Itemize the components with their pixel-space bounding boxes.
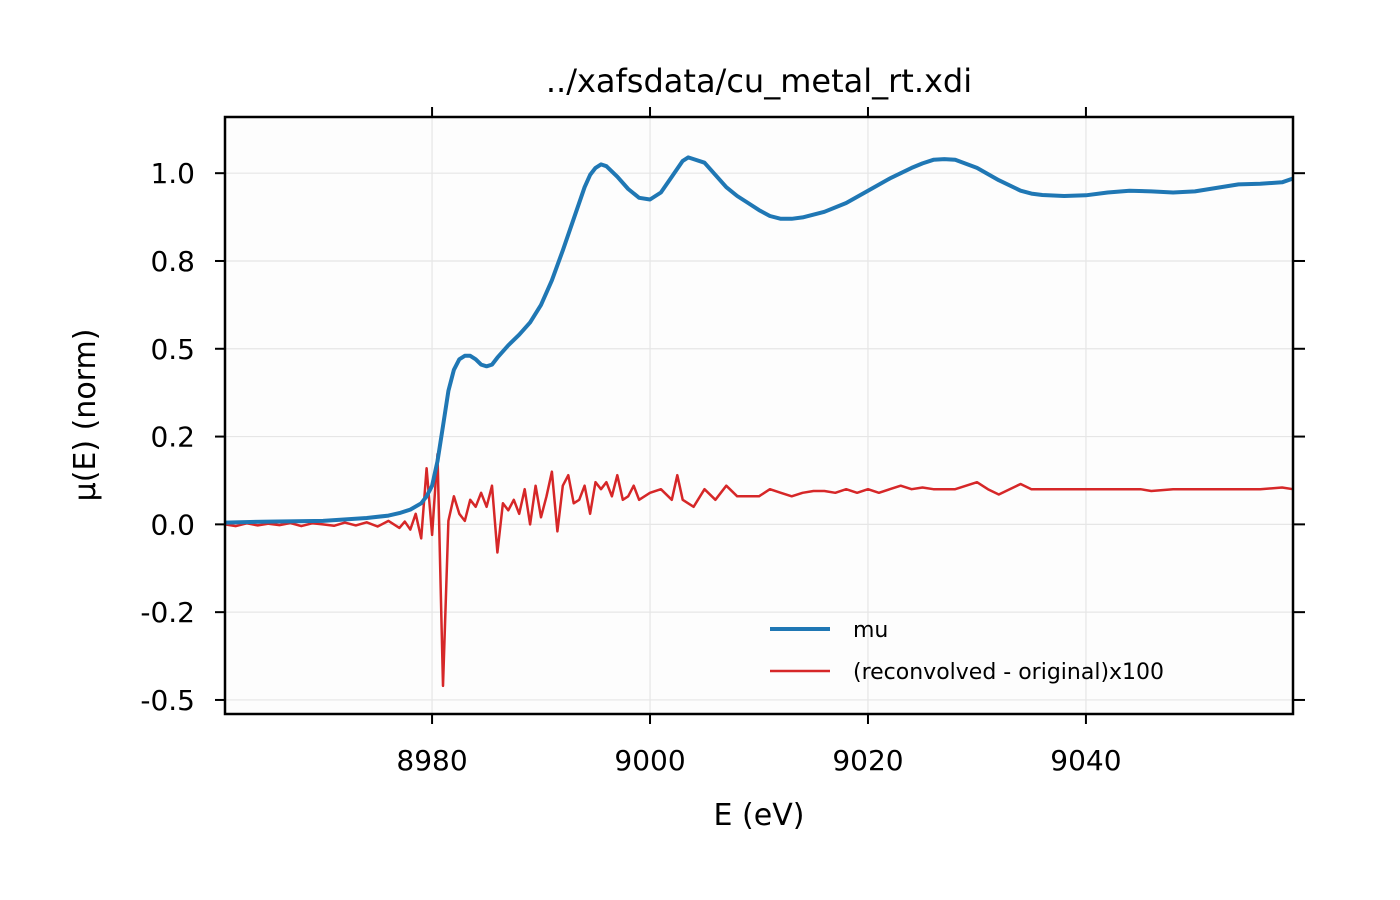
legend: mu (reconvolved - original)x100 xyxy=(770,618,1164,685)
y-tick-label: -0.2 xyxy=(140,596,195,629)
y-tick-label: 0.8 xyxy=(150,245,195,278)
series-line-difference xyxy=(224,452,1294,688)
chart-title: ../xafsdata/cu_metal_rt.xdi xyxy=(546,62,972,100)
y-tick-labels: -0.5 -0.2 0.0 0.2 0.5 0.8 1.0 xyxy=(140,157,195,717)
x-tick-label: 9040 xyxy=(1050,744,1121,777)
legend-label-diff: (reconvolved - original)x100 xyxy=(853,660,1164,685)
y-tick-label: 0.5 xyxy=(150,333,195,366)
plot-area xyxy=(225,117,1293,714)
y-tick-label: 1.0 xyxy=(150,157,195,190)
x-tick-label: 8980 xyxy=(396,744,467,777)
y-tick-label: 0.2 xyxy=(150,421,195,454)
x-tick-labels: 8980 9000 9020 9040 xyxy=(396,744,1121,777)
y-axis-label: μ(E) (norm) xyxy=(68,329,103,502)
tick-marks xyxy=(215,107,1305,724)
x-tick-label: 9020 xyxy=(832,744,903,777)
series-line-mu xyxy=(224,155,1294,525)
x-axis-label: E (eV) xyxy=(714,798,805,833)
x-tick-label: 9000 xyxy=(614,744,685,777)
y-tick-label: 0.0 xyxy=(150,508,195,541)
plot-frame xyxy=(223,115,1295,716)
y-tick-label: -0.5 xyxy=(140,684,195,717)
series-layer xyxy=(224,155,1294,688)
legend-label-mu: mu xyxy=(853,618,888,643)
